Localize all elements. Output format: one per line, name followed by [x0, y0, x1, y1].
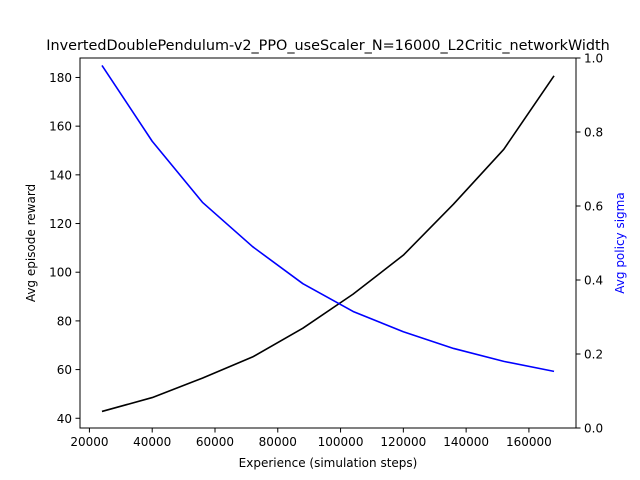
- y-tick-label: 60: [57, 363, 72, 377]
- reward-series-line: [101, 75, 555, 413]
- y2-tick-label: 0.6: [584, 200, 603, 214]
- x-axis-label: Experience (simulation steps): [239, 456, 418, 470]
- y-tick-label: 180: [49, 71, 72, 85]
- x-tick-label: 140000: [443, 435, 489, 449]
- sigma-series-line: [101, 64, 555, 373]
- y-tick-label: 100: [49, 266, 72, 280]
- y2-tick-label: 1.0: [584, 52, 603, 66]
- y-tick-label: 140: [49, 168, 72, 182]
- y-tick-label: 40: [57, 412, 72, 426]
- y-axis-label: Avg episode reward: [24, 184, 38, 302]
- x-tick-label: 40000: [133, 435, 171, 449]
- y2-axis-label: Avg policy sigma: [613, 192, 627, 293]
- y-tick-label: 160: [49, 120, 72, 134]
- y2-tick-label: 0.4: [584, 274, 603, 288]
- y2-tick-label: 0.2: [584, 348, 603, 362]
- x-tick-label: 60000: [196, 435, 234, 449]
- x-tick-label: 80000: [259, 435, 297, 449]
- y2-tick-label: 0.0: [584, 422, 603, 436]
- x-tick-label: 100000: [318, 435, 364, 449]
- plot-area: [101, 64, 555, 413]
- axes: 20000 40000 60000 80000 100000 120000 140000 16…: [49, 52, 603, 450]
- x-tick-label: 20000: [70, 435, 108, 449]
- y2-tick-label: 0.8: [584, 126, 603, 140]
- plot-frame: [79, 57, 577, 429]
- y-tick-label: 80: [57, 314, 72, 328]
- chart-title: InvertedDoublePendulum-v2_PPO_useScaler_…: [46, 38, 610, 54]
- x-tick-label: 160000: [506, 435, 552, 449]
- x-tick-label: 120000: [380, 435, 426, 449]
- y-tick-label: 120: [49, 217, 72, 231]
